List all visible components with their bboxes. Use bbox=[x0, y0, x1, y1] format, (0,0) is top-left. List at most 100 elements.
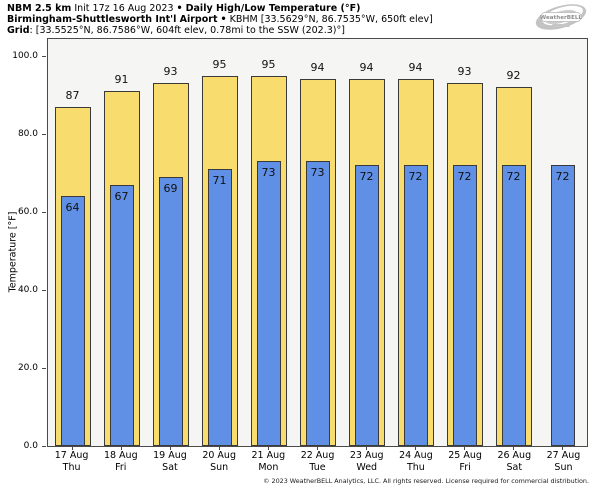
x-axis-label-day: Sat bbox=[506, 461, 523, 473]
x-axis-labels: 17 Aug Thu 18 Aug Fri 19 Aug Sat 20 Aug Sun 21 A… bbox=[47, 450, 588, 473]
low-value-label: 72 bbox=[506, 170, 521, 184]
bar-group: 95 73 bbox=[244, 39, 293, 446]
x-axis-label-day: Sun bbox=[210, 461, 229, 473]
y-tick-mark bbox=[42, 368, 46, 369]
y-axis-gutter: 0.0 20.0 40.0 60.0 80.0 100.0 bbox=[0, 38, 46, 451]
separator-bullet: • bbox=[220, 14, 227, 25]
x-axis-label-date: 20 Aug bbox=[202, 450, 236, 461]
low-bar bbox=[256, 161, 281, 446]
y-tick-label: 40.0 bbox=[17, 285, 38, 295]
x-axis-label-day: Wed bbox=[356, 461, 378, 473]
chart-header: NBM 2.5 km Init 17z 16 Aug 2023 • Daily … bbox=[7, 3, 433, 36]
x-axis-label-day: Thu bbox=[406, 461, 425, 473]
low-bar bbox=[452, 165, 477, 446]
low-value-label: 72 bbox=[408, 170, 423, 184]
high-value-label: 94 bbox=[359, 61, 374, 75]
low-bar bbox=[158, 176, 183, 446]
y-tick-label: 80.0 bbox=[17, 129, 38, 139]
low-value-label: 72 bbox=[359, 170, 374, 184]
bar-group: 91 67 bbox=[97, 39, 146, 446]
x-tick-mark bbox=[169, 447, 171, 450]
x-axis-label-day: Sat bbox=[162, 461, 178, 473]
bar-group: 72 bbox=[538, 39, 587, 446]
bar-group: 87 64 bbox=[48, 39, 97, 446]
high-value-label: 94 bbox=[408, 61, 423, 75]
x-axis-label: 24 Aug Thu bbox=[391, 450, 440, 473]
x-axis-label: 17 Aug Thu bbox=[47, 450, 96, 473]
y-tick-label: 0.0 bbox=[23, 441, 38, 451]
low-bar bbox=[60, 196, 85, 446]
x-axis-label-day: Fri bbox=[115, 461, 127, 473]
high-value-label: 95 bbox=[212, 57, 227, 71]
x-tick-mark bbox=[218, 447, 220, 450]
high-value-label: 87 bbox=[65, 88, 80, 102]
chart-title-line: NBM 2.5 km Init 17z 16 Aug 2023 • Daily … bbox=[7, 3, 433, 14]
x-axis-label: 23 Aug Wed bbox=[342, 450, 391, 473]
x-axis-label-day: Fri bbox=[459, 461, 471, 473]
x-axis-label: 26 Aug Sat bbox=[490, 450, 539, 473]
grid-line: Grid: [33.5525°N, 86.7586°W, 604ft elev,… bbox=[7, 25, 433, 36]
x-tick-mark bbox=[463, 447, 465, 450]
low-bar bbox=[207, 169, 232, 446]
low-value-label: 71 bbox=[212, 174, 227, 188]
x-tick-mark bbox=[414, 447, 416, 450]
x-axis-label: 21 Aug Mon bbox=[244, 450, 293, 473]
x-axis-label-date: 19 Aug bbox=[153, 450, 187, 461]
x-axis-label-day: Sun bbox=[554, 461, 573, 473]
weatherbell-logo: WeatherBELL bbox=[535, 4, 587, 30]
x-axis-label-date: 18 Aug bbox=[103, 450, 138, 461]
high-value-label: 93 bbox=[163, 65, 178, 79]
separator-bullet: • bbox=[176, 3, 183, 14]
x-axis-label-day: Thu bbox=[62, 461, 81, 473]
product-name: Daily High/Low Temperature (°F) bbox=[185, 3, 361, 14]
x-tick-mark bbox=[316, 447, 318, 450]
bar-group: 95 71 bbox=[195, 39, 244, 446]
x-tick-mark bbox=[120, 447, 122, 450]
station-name: Birmingham-Shuttlesworth Int'l Airport bbox=[7, 14, 218, 25]
grid-value: : [33.5525°N, 86.7586°W, 604ft elev, 0.7… bbox=[29, 25, 345, 36]
x-axis-label-day: Tue bbox=[309, 461, 326, 473]
bar-group: 94 72 bbox=[342, 39, 391, 446]
high-value-label: 94 bbox=[310, 61, 325, 75]
x-axis-label-date: 27 Aug bbox=[546, 450, 581, 461]
low-value-label: 72 bbox=[555, 170, 570, 184]
x-axis-label-date: 21 Aug bbox=[251, 450, 286, 461]
logo-pill bbox=[540, 12, 582, 22]
low-bar bbox=[354, 165, 379, 446]
x-axis-label: 22 Aug Tue bbox=[293, 450, 342, 473]
plot-area: 87 64 91 67 93 69 95 71 95 73 94 73 94 72 94 72 93 72 92 72… bbox=[47, 38, 588, 447]
x-axis-label-day: Mon bbox=[258, 461, 279, 473]
bar-group: 94 72 bbox=[391, 39, 440, 446]
y-tick-mark bbox=[42, 212, 46, 213]
x-axis-label: 27 Aug Sun bbox=[539, 450, 588, 473]
x-axis-label-date: 22 Aug bbox=[300, 450, 335, 461]
high-value-label: 95 bbox=[261, 57, 276, 71]
logo-tagline-strip bbox=[552, 24, 570, 27]
y-tick-label: 100.0 bbox=[12, 51, 38, 61]
low-bar bbox=[550, 165, 575, 446]
x-axis-label-date: 17 Aug bbox=[54, 450, 89, 461]
low-bar bbox=[109, 184, 134, 446]
bar-group: 93 72 bbox=[440, 39, 489, 446]
high-value-label: 93 bbox=[457, 65, 472, 79]
y-tick-mark bbox=[42, 56, 46, 57]
x-axis-label-date: 25 Aug bbox=[448, 450, 482, 461]
high-value-label: 92 bbox=[506, 69, 521, 83]
x-tick-mark bbox=[267, 447, 269, 450]
x-axis-label: 18 Aug Fri bbox=[96, 450, 145, 473]
high-value-label: 91 bbox=[114, 73, 129, 87]
low-value-label: 72 bbox=[457, 170, 472, 184]
station-meta: KBHM [33.5629°N, 86.7535°W, 650ft elev] bbox=[229, 14, 433, 25]
grid-label: Grid bbox=[7, 25, 30, 36]
x-axis-ticks bbox=[47, 447, 588, 451]
x-axis-label-date: 24 Aug bbox=[399, 450, 433, 461]
bar-group: 93 69 bbox=[146, 39, 195, 446]
model-name: NBM 2.5 km bbox=[7, 3, 72, 14]
y-tick-mark bbox=[42, 290, 46, 291]
low-value-label: 64 bbox=[65, 201, 80, 215]
x-axis-label: 19 Aug Sat bbox=[145, 450, 194, 473]
y-tick-mark bbox=[42, 446, 46, 447]
low-value-label: 73 bbox=[261, 166, 276, 180]
x-axis-label-date: 26 Aug bbox=[497, 450, 532, 461]
